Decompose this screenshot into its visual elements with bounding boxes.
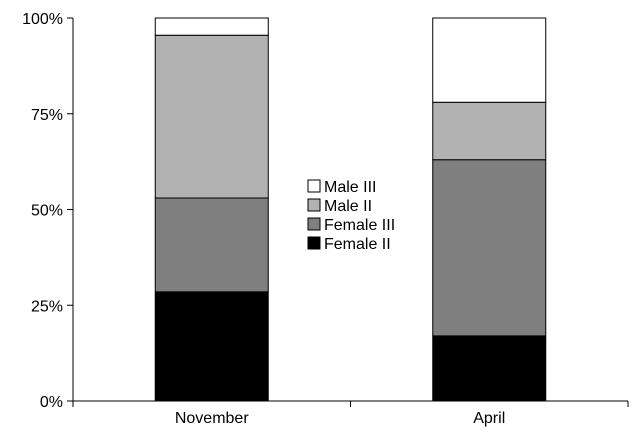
legend-item-female-ii: Female II — [307, 236, 391, 253]
y-tick-label: 75% — [31, 107, 63, 124]
bar-segment-april-female-iii — [432, 159, 547, 337]
x-category-label: November — [175, 410, 249, 427]
bar-segment-april-female-ii — [432, 335, 547, 402]
legend-item-male-ii: Male II — [307, 198, 372, 215]
bar-segment-april-male-ii — [432, 101, 547, 161]
legend-label: Male II — [324, 198, 372, 215]
bar-segment-november-male-ii — [154, 34, 269, 199]
legend-swatch — [307, 179, 321, 193]
bar-segment-november-male-iii — [154, 17, 269, 36]
legend-swatch — [307, 236, 321, 250]
x-axis: November April — [72, 400, 629, 427]
y-axis: 0% 25% 50% 75% 100% — [22, 11, 74, 411]
legend-label: Female III — [324, 217, 395, 234]
legend-item-male-iii: Male III — [307, 179, 376, 196]
legend-swatch — [307, 217, 321, 231]
legend-item-female-iii: Female III — [307, 217, 395, 234]
x-category-label: April — [473, 410, 505, 427]
y-tick-label: 50% — [31, 203, 63, 220]
legend: Male III Male II Female III Female II — [307, 179, 395, 253]
legend-label: Male III — [324, 179, 376, 196]
bars — [154, 17, 547, 402]
legend-label: Female II — [324, 236, 391, 253]
bar-segment-november-female-iii — [154, 197, 269, 293]
legend-swatch — [307, 198, 321, 212]
y-tick-label: 0% — [40, 394, 63, 411]
bar-segment-november-female-ii — [154, 291, 269, 402]
y-tick-label: 100% — [22, 11, 63, 28]
bar-segment-april-male-iii — [432, 17, 547, 103]
y-tick-label: 25% — [31, 298, 63, 315]
